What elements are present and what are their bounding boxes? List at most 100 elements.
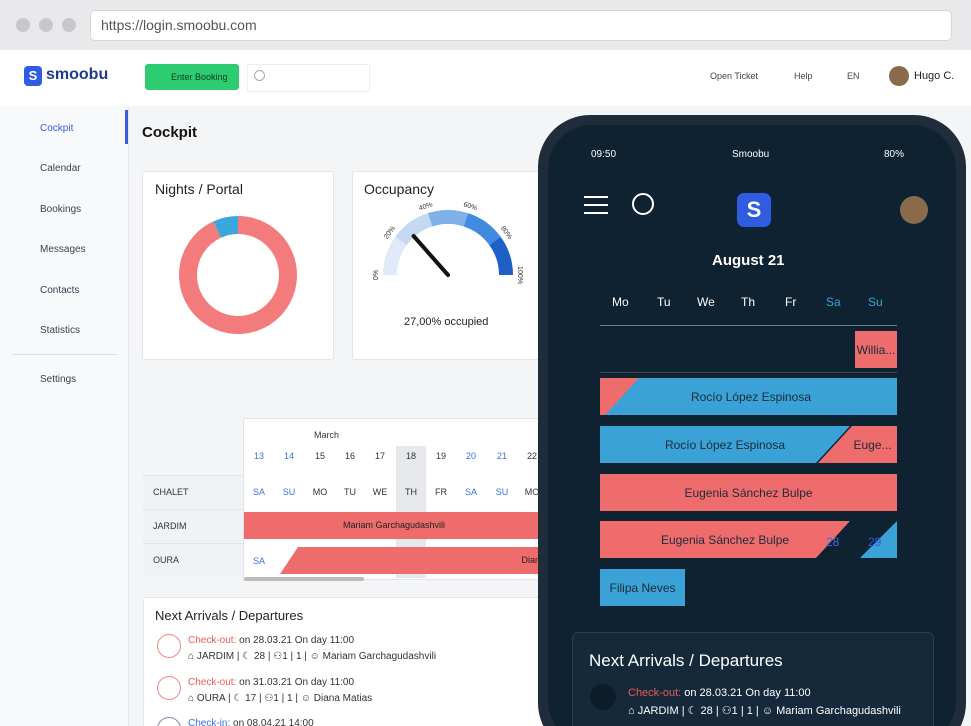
unit-row: JARDIM bbox=[143, 509, 243, 542]
booking-bar[interactable]: Rocío López Espinosa bbox=[605, 378, 897, 415]
unit: JARDIM bbox=[637, 705, 679, 717]
phone-arrivals-card bbox=[572, 632, 934, 726]
guests: 1 bbox=[282, 651, 288, 662]
weekday: TU bbox=[344, 487, 356, 497]
arrival-details: ⌂ OURA | ☾ 17 | ⚇1 | 1 | ☺ Diana Matias bbox=[188, 693, 373, 704]
nights: 28 bbox=[253, 651, 266, 662]
phone-app: Smoobu bbox=[732, 149, 770, 160]
occupancy-caption: 27,00% occupied bbox=[404, 316, 489, 328]
children: 1 bbox=[287, 693, 293, 704]
month: March bbox=[314, 430, 340, 440]
weekday: Th bbox=[741, 295, 756, 309]
gauge-tick-label: 0% bbox=[373, 270, 380, 280]
divider bbox=[600, 325, 897, 326]
arrival-line: Check-out: on 28.03.21 On day 11:00 bbox=[188, 635, 354, 646]
phone-time: 09:50 bbox=[591, 149, 617, 160]
status: Check-out: bbox=[188, 635, 237, 646]
search-icon[interactable] bbox=[632, 193, 654, 215]
enter-booking-button[interactable] bbox=[145, 64, 239, 90]
booking-bar[interactable]: Filipa Neves bbox=[600, 569, 685, 606]
gauge-band bbox=[463, 213, 501, 246]
day: 18 bbox=[405, 451, 416, 461]
booking-bar[interactable]: Rocío López Espinosa bbox=[600, 426, 850, 463]
scrollbar[interactable] bbox=[244, 577, 364, 581]
when: on 31.03.21 On day 11:00 bbox=[239, 677, 355, 688]
booking-bar[interactable]: Mariam Garchagudashvili bbox=[244, 512, 544, 539]
button-label: Enter Booking bbox=[171, 72, 228, 82]
nav-item[interactable]: Settings bbox=[40, 374, 77, 385]
nav-item[interactable]: Cockpit bbox=[40, 123, 74, 134]
day: 21 bbox=[496, 451, 507, 461]
gauge-band bbox=[395, 213, 433, 246]
avatar[interactable] bbox=[889, 66, 909, 86]
divider bbox=[600, 372, 897, 373]
day: 22 bbox=[526, 451, 537, 461]
checkout-icon bbox=[157, 634, 181, 658]
window-dot[interactable] bbox=[62, 18, 76, 32]
arrival-line: Check-in: on 08.04.21 14:00 bbox=[188, 718, 314, 726]
gauge-tick-label: 100% bbox=[516, 266, 523, 284]
card-title: Nights / Portal bbox=[155, 181, 243, 197]
children: 1 bbox=[746, 705, 753, 717]
weekday: Sa bbox=[826, 295, 841, 309]
url-bar[interactable] bbox=[90, 10, 952, 41]
children: 1 bbox=[295, 651, 302, 662]
booking-bar[interactable]: Willia... bbox=[855, 331, 897, 368]
weekday: Tu bbox=[657, 295, 671, 309]
unit: JARDIM bbox=[196, 651, 235, 662]
phone-month: August 21 bbox=[712, 252, 785, 269]
logo[interactable]: smoobu bbox=[46, 66, 109, 83]
menu-icon[interactable] bbox=[584, 196, 608, 198]
window-dot[interactable] bbox=[39, 18, 53, 32]
language[interactable]: EN bbox=[847, 71, 860, 81]
charts: 0%20%40% 60%80%100% bbox=[179, 201, 523, 334]
day: 16 bbox=[344, 451, 355, 461]
unit-row: OURA bbox=[143, 543, 243, 576]
unit: OURA bbox=[196, 693, 226, 704]
arrival-line: Check-out: on 28.03.21 On day 11:00 bbox=[628, 687, 811, 699]
status: Check-out: bbox=[188, 677, 237, 688]
booking-bar[interactable]: Eugenia Sánchez Bulpe bbox=[600, 474, 897, 511]
day: 28 bbox=[826, 535, 840, 549]
help[interactable]: Help bbox=[794, 71, 813, 81]
nav-item[interactable]: Messages bbox=[40, 244, 86, 255]
guests: 1 bbox=[273, 693, 279, 704]
nights: 17 bbox=[245, 693, 257, 704]
booking-bar[interactable]: Dian bbox=[280, 547, 550, 574]
weekday: FR bbox=[435, 487, 447, 497]
day: 20 bbox=[465, 451, 476, 461]
gauge-band bbox=[427, 210, 469, 227]
weekday: SU bbox=[495, 487, 509, 497]
divider bbox=[12, 354, 118, 355]
nav-item[interactable]: Calendar bbox=[40, 163, 81, 174]
checkout-icon bbox=[590, 684, 616, 710]
unit-row: CHALET bbox=[143, 475, 243, 508]
nav-item[interactable]: Bookings bbox=[40, 204, 82, 215]
user[interactable]: Hugo C. bbox=[914, 70, 955, 82]
window-dot[interactable] bbox=[16, 18, 30, 32]
weekday: MO bbox=[524, 487, 540, 497]
gauge-tick-label: 40% bbox=[418, 201, 433, 212]
weekday: Fr bbox=[785, 295, 797, 309]
weekday: Su bbox=[868, 295, 883, 309]
phone-logo: S bbox=[737, 193, 771, 227]
nav-item[interactable]: Contacts bbox=[40, 285, 80, 296]
day: 15 bbox=[314, 451, 325, 461]
day: 17 bbox=[374, 451, 385, 461]
donut-segment bbox=[179, 216, 297, 334]
weekday: SA bbox=[464, 487, 477, 497]
donut-segment bbox=[179, 216, 297, 334]
logo-icon: S bbox=[24, 66, 42, 86]
weekday: SA bbox=[252, 487, 265, 497]
open-ticket[interactable]: Open Ticket bbox=[710, 71, 759, 81]
nights: 28 bbox=[700, 705, 713, 717]
search-box[interactable] bbox=[247, 64, 370, 92]
nav-item[interactable]: Statistics bbox=[40, 325, 81, 336]
booking-bar[interactable]: Eugenia Sánchez Bulpe bbox=[600, 521, 850, 558]
avatar[interactable] bbox=[900, 196, 928, 224]
phone-battery: 80% bbox=[884, 149, 905, 160]
gauge-band bbox=[383, 236, 407, 276]
arrival-line: Check-out: on 31.03.21 On day 11:00 bbox=[188, 677, 354, 688]
gauge-band bbox=[489, 236, 513, 276]
arrival-details: ⌂ JARDIM | ☾ 28 | ⚇1 | 1 | ☺ Mariam Garc… bbox=[628, 705, 901, 717]
